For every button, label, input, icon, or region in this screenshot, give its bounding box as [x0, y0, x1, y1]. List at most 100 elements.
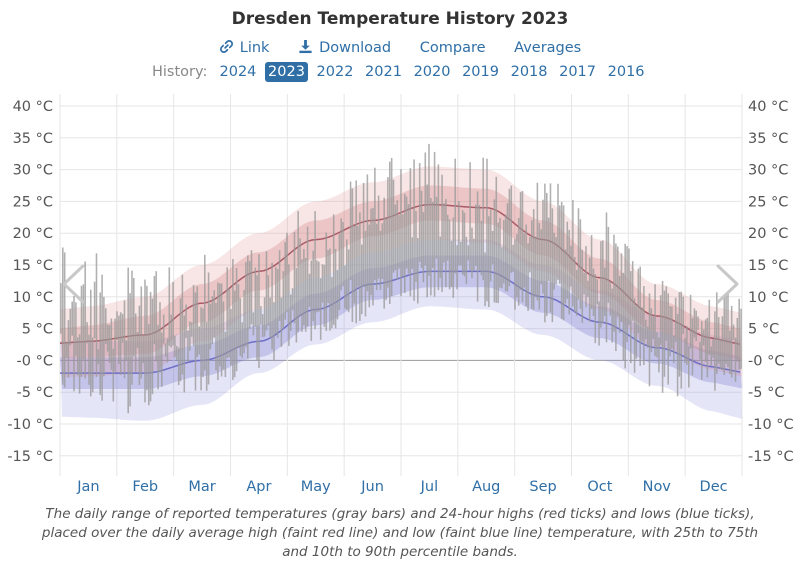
history-year-2023[interactable]: 2023: [265, 62, 308, 82]
history-year-2024[interactable]: 2024: [219, 64, 257, 80]
history-year-2018[interactable]: 2018: [510, 64, 548, 80]
daily-range-bar: [90, 289, 92, 397]
history-year-2022[interactable]: 2022: [316, 64, 354, 80]
daily-range-bar: [121, 313, 124, 343]
month-label-mar: Mar: [188, 479, 215, 495]
daily-range-bar: [138, 305, 141, 385]
month-label-oct: Oct: [587, 479, 612, 495]
daily-range-bar: [516, 234, 518, 298]
daily-range-bar: [91, 337, 94, 393]
daily-range-bar: [663, 290, 666, 377]
daily-range-bar: [60, 283, 62, 334]
daily-range-bar: [456, 245, 458, 290]
daily-range-bar: [654, 284, 656, 357]
daily-range-bar: [424, 152, 427, 266]
y-tick-label-left: 20 °C: [13, 226, 53, 242]
daily-range-bar: [602, 240, 604, 324]
daily-range-bar: [370, 208, 372, 295]
next-year-chevron-icon[interactable]: [716, 264, 739, 304]
daily-range-bar: [645, 319, 647, 340]
daily-range-bar: [435, 196, 438, 259]
month-label-aug: Aug: [472, 479, 500, 495]
daily-range-bar: [310, 260, 313, 341]
daily-range-bar: [116, 311, 118, 340]
daily-range-bar: [523, 233, 526, 288]
y-tick-label-left: 25 °C: [13, 194, 53, 210]
daily-range-bar: [544, 183, 546, 323]
month-label-jul: Jul: [420, 479, 439, 495]
daily-range-bar: [372, 207, 374, 306]
daily-range-bar: [336, 270, 339, 320]
daily-range-bar: [108, 324, 111, 363]
history-label: History:: [151, 64, 208, 80]
history-year-2017[interactable]: 2017: [559, 64, 597, 80]
daily-range-bar: [125, 340, 128, 361]
daily-range-bar: [133, 278, 135, 357]
daily-range-bar: [146, 285, 148, 391]
history-year-2019[interactable]: 2019: [462, 64, 499, 80]
y-tick-label-right: 25 °C: [748, 194, 788, 210]
daily-range-bar: [213, 290, 215, 338]
compare-link[interactable]: Compare: [419, 40, 486, 56]
daily-range-bar: [321, 264, 324, 303]
daily-range-bar: [732, 324, 735, 340]
daily-range-bar: [471, 227, 473, 279]
daily-range-bar: [114, 318, 116, 372]
daily-range-bar: [290, 294, 292, 331]
daily-range-bar: [633, 298, 636, 373]
download-button[interactable]: Download: [298, 39, 391, 56]
daily-range-bar: [93, 281, 96, 339]
daily-range-bar: [355, 180, 357, 324]
daily-range-bar: [295, 268, 298, 343]
daily-range-bar: [273, 302, 275, 361]
daily-range-bar: [207, 272, 210, 385]
daily-range-bar: [568, 229, 570, 315]
daily-range-bar: [536, 182, 539, 301]
daily-range-bar: [708, 299, 711, 356]
y-tick-label-left: 30 °C: [13, 163, 53, 179]
daily-range-bar: [691, 318, 694, 376]
daily-range-bar: [605, 212, 608, 343]
prev-year-chevron-icon[interactable]: [62, 264, 85, 304]
daily-range-bar: [566, 221, 569, 299]
daily-range-bar: [267, 275, 270, 326]
history-year-2020[interactable]: 2020: [413, 64, 451, 80]
daily-range-bar: [585, 246, 587, 308]
daily-range-bar: [80, 285, 83, 377]
daily-range-bar: [110, 318, 113, 370]
y-tick-label-right: 40 °C: [748, 99, 788, 115]
daily-range-bar: [299, 238, 301, 317]
daily-range-bar: [706, 317, 709, 378]
daily-range-bar: [493, 199, 496, 303]
daily-range-bar: [123, 300, 126, 379]
daily-range-bar: [377, 195, 380, 279]
daily-range-bar: [652, 316, 655, 339]
link-button[interactable]: Link: [219, 39, 269, 56]
daily-range-bar: [303, 248, 305, 326]
daily-range-bar: [375, 223, 378, 291]
daily-range-bar: [469, 162, 471, 271]
daily-range-bar: [265, 251, 268, 331]
history-year-2016[interactable]: 2016: [607, 64, 645, 80]
daily-range-bar: [723, 295, 726, 375]
daily-range-bar: [626, 246, 628, 342]
daily-range-bar: [392, 179, 395, 273]
daily-range-bar: [301, 259, 303, 332]
daily-range-bar: [590, 235, 593, 310]
daily-range-bar: [179, 298, 182, 382]
daily-range-bar: [252, 312, 255, 336]
daily-range-bar: [359, 212, 361, 321]
daily-range-bar: [549, 183, 552, 313]
daily-range-bar: [740, 308, 742, 369]
daily-range-bar: [366, 174, 369, 292]
daily-range-bar: [688, 346, 690, 388]
history-year-2021[interactable]: 2021: [365, 64, 402, 80]
averages-link[interactable]: Averages: [514, 40, 582, 56]
daily-range-bar: [428, 143, 430, 276]
daily-range-bar: [196, 286, 199, 357]
daily-range-bar: [598, 301, 600, 346]
daily-range-bar: [211, 296, 214, 345]
daily-range-bar: [460, 241, 462, 266]
daily-range-bar: [575, 270, 578, 316]
daily-range-bar: [448, 219, 451, 290]
